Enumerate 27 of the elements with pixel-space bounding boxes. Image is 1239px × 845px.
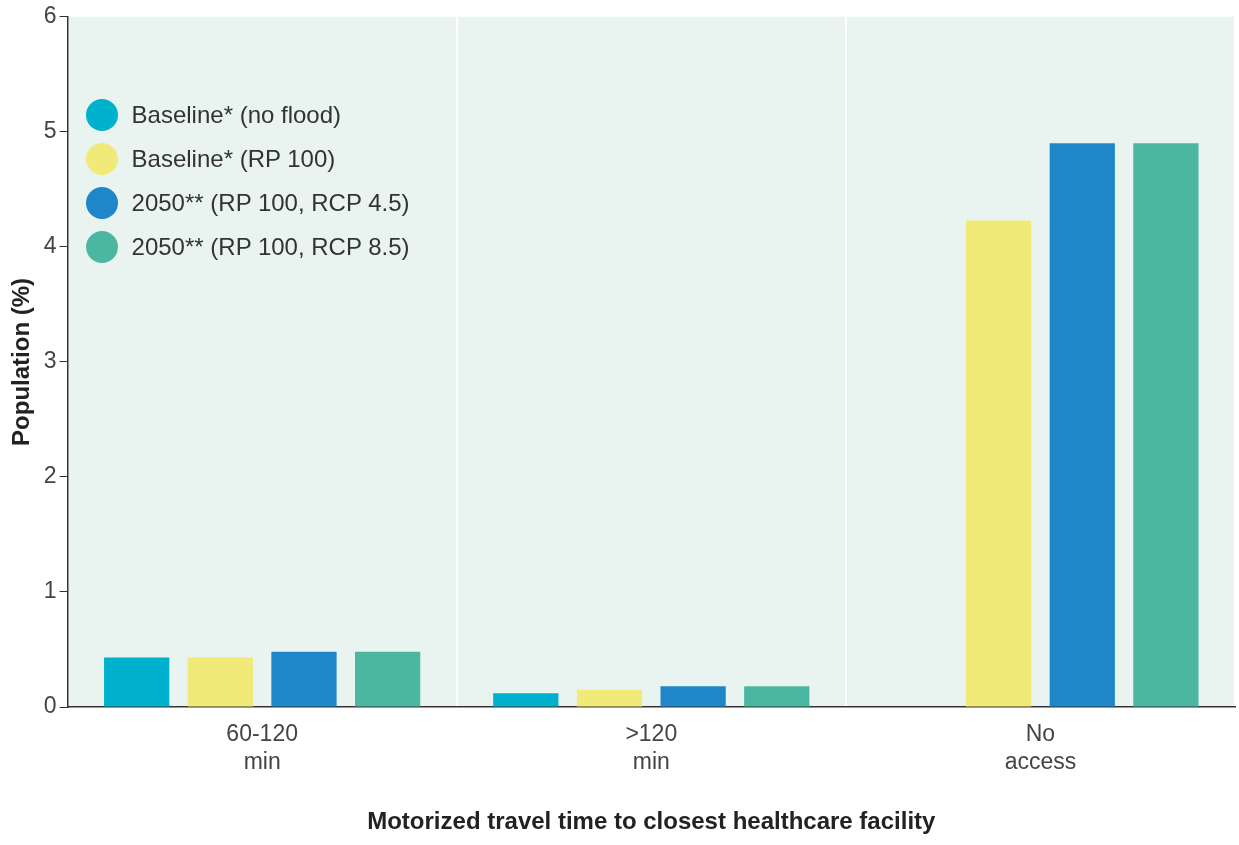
legend-label: Baseline* (RP 100) — [131, 144, 336, 173]
bar — [660, 686, 726, 707]
bar — [1049, 143, 1115, 707]
x-axis-title: Motorized travel time to closest healthcare facility — [367, 807, 937, 835]
bar — [187, 657, 253, 707]
y-tick-label: 4 — [43, 232, 57, 259]
y-tick-label: 0 — [43, 692, 57, 719]
bar — [744, 686, 810, 707]
bar — [271, 651, 337, 707]
y-tick-label: 6 — [43, 2, 57, 29]
bar — [965, 220, 1032, 707]
y-axis-title: Population (%) — [7, 277, 35, 446]
y-tick-label: 1 — [43, 577, 57, 604]
legend-label: 2050** (RP 100, RCP 4.5) — [131, 188, 410, 217]
bar — [1133, 143, 1199, 707]
legend-label: Baseline* (no flood) — [131, 100, 342, 129]
bar — [355, 651, 421, 707]
x-tick-label: No access — [1004, 720, 1077, 774]
x-tick-label: 60-120 min — [226, 720, 298, 774]
bar — [104, 657, 170, 707]
y-tick-label: 5 — [43, 117, 57, 144]
y-tick-label: 2 — [43, 462, 57, 489]
y-tick-label: 3 — [43, 347, 57, 374]
x-tick-label: >120 min — [625, 720, 678, 774]
bar — [576, 689, 643, 707]
bar — [493, 693, 559, 707]
legend-label: 2050** (RP 100, RCP 8.5) — [131, 232, 410, 261]
